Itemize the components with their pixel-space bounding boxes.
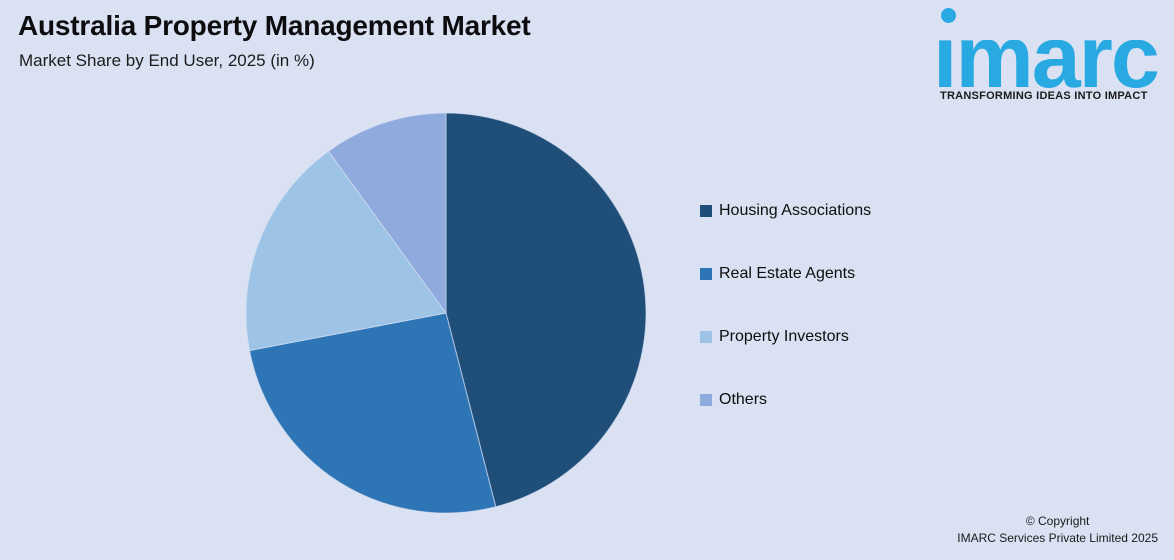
logo-wordmark-clip: imarc [933, 40, 1172, 89]
legend-swatch-icon [700, 267, 712, 280]
legend-label: Property Investors [719, 327, 849, 345]
logo-wordmark: imarc [933, 40, 1172, 89]
copyright-notice: © Copyright IMARC Services Private Limit… [957, 513, 1158, 547]
copyright-line-1: © Copyright [1025, 514, 1090, 528]
pie-slice-housing-associations [445, 113, 646, 508]
pie-slice-property-investors [246, 150, 447, 352]
legend-label: Others [719, 390, 768, 408]
legend-swatch-icon [700, 393, 712, 406]
copyright-line-2: IMARC Services Private Limited 2025 [957, 531, 1158, 545]
logo-tagline: TRANSFORMING IDEAS INTO IMPACT [940, 90, 1148, 102]
legend-swatch-icon [700, 204, 712, 217]
pie-chart [246, 113, 646, 513]
legend-swatch-icon [700, 330, 712, 343]
legend-label: Housing Associations [719, 201, 872, 219]
legend-item-real-estate-agents: Real Estate Agents [700, 265, 871, 282]
page-title: Australia Property Management Market [18, 10, 531, 41]
logo-dot-icon [941, 8, 956, 23]
legend-label: Real Estate Agents [719, 264, 856, 282]
chart-legend: Housing Associations Real Estate Agents Pr… [700, 202, 871, 408]
pie-slice-real-estate-agents [248, 312, 497, 513]
legend-item-others: Others [700, 391, 871, 408]
legend-item-housing-associations: Housing Associations [700, 202, 871, 219]
legend-item-property-investors: Property Investors [700, 328, 871, 345]
pie-slice-others [327, 113, 447, 315]
imarc-logo: imarc TRANSFORMING IDEAS INTO IMPACT [933, 8, 1172, 108]
page-subtitle: Market Share by End User, 2025 (in %) [19, 51, 315, 70]
